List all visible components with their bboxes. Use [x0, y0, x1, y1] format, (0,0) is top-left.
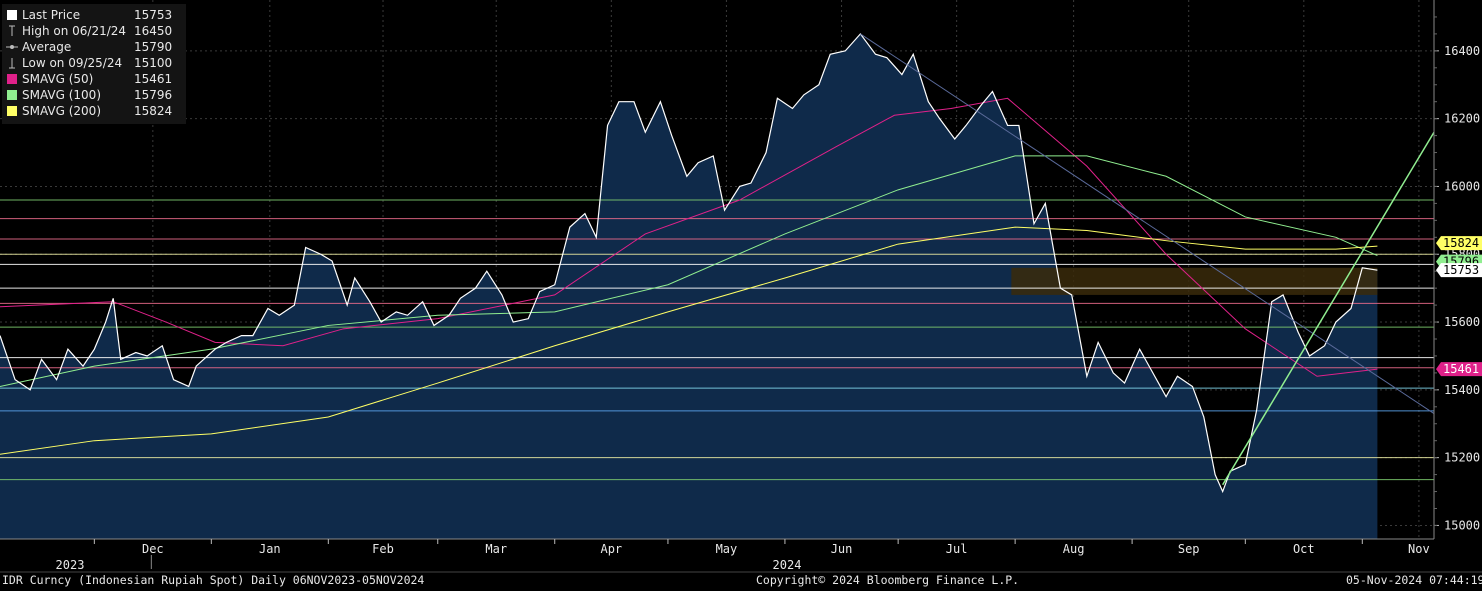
axis-tag-box [1436, 263, 1482, 278]
legend-label: Low on 09/25/24 [22, 56, 123, 70]
average-marker-icon [6, 42, 18, 52]
x-tick-label: Oct [1293, 542, 1315, 556]
legend-value: 15100 [134, 56, 173, 70]
x-tick-label: Jan [259, 542, 281, 556]
axis-tag-label: 15753 [1443, 263, 1479, 277]
legend-item-high: High on 06/21/24 16450 [6, 23, 186, 39]
white-square-icon [6, 10, 18, 20]
legend-value: 15790 [134, 40, 173, 54]
legend-label: SMAVG (50) [22, 72, 94, 86]
y-tick-label: 16400 [1444, 44, 1480, 58]
legend-value: 15824 [134, 104, 173, 118]
x-tick-label: May [716, 542, 738, 556]
y-tick-label: 15400 [1444, 383, 1480, 397]
yellow-square-icon [6, 106, 18, 116]
footer-timestamp: 05-Nov-2024 07:44:19 [1346, 573, 1482, 587]
x-tick-label: Nov [1408, 542, 1430, 556]
legend-label: Last Price [22, 8, 81, 22]
legend-item-sma50: SMAVG (50) 15461 [6, 71, 186, 87]
low-marker-icon [6, 57, 18, 69]
resistance-trendline [860, 33, 1435, 414]
axis-tag: 15461 [1436, 362, 1482, 377]
x-tick-label: Mar [485, 542, 507, 556]
chart-legend: Last Price 15753 High on 06/21/24 16450 … [2, 4, 186, 124]
x-tick-label: Dec [142, 542, 164, 556]
x-tick-label: Feb [372, 542, 394, 556]
support-trendline [1222, 131, 1435, 486]
axis-tag-label: 15824 [1443, 236, 1479, 250]
price-line [0, 32, 1378, 494]
axis-tag: 15753 [1436, 263, 1482, 278]
legend-label: Average [22, 40, 72, 54]
y-tick-label: 15200 [1444, 451, 1480, 465]
x-tick-label: Jun [831, 542, 853, 556]
sma-200-line [0, 226, 1378, 455]
legend-item-low: Low on 09/25/24 15100 [6, 55, 186, 71]
legend-item-last-price: Last Price 15753 [6, 7, 186, 23]
axis-tag: 15824 [1436, 236, 1482, 251]
year-label: 2023 [56, 558, 85, 572]
y-tick-label: 16000 [1444, 179, 1480, 193]
sma-100-line [0, 155, 1378, 387]
x-tick-label: Aug [1063, 542, 1085, 556]
footer-security-info: IDR Curncy (Indonesian Rupiah Spot) Dail… [2, 573, 425, 587]
footer-copyright: Copyright© 2024 Bloomberg Finance L.P. [756, 573, 1020, 587]
y-tick-label: 15600 [1444, 315, 1480, 329]
y-tick-label: 15000 [1444, 518, 1480, 532]
legend-value: 15753 [134, 8, 173, 22]
x-tick-label: Sep [1178, 542, 1200, 556]
legend-label: SMAVG (100) [22, 88, 102, 102]
legend-label: High on 06/21/24 [22, 24, 127, 38]
legend-value: 15796 [134, 88, 173, 102]
price-area-fill [0, 33, 1378, 539]
axis-tag-box [1436, 362, 1482, 377]
legend-item-average: Average 15790 [6, 39, 186, 55]
sma-50-line [0, 97, 1378, 377]
year-label: 2024 [773, 558, 802, 572]
green-square-icon [6, 90, 18, 100]
y-tick-label: 16200 [1444, 112, 1480, 126]
high-marker-icon [6, 25, 18, 37]
x-axis-panel [0, 539, 1482, 591]
axis-tag-box [1436, 236, 1482, 251]
legend-label: SMAVG (200) [22, 104, 102, 118]
legend-value: 15461 [134, 72, 173, 86]
legend-value: 16450 [134, 24, 173, 38]
x-tick-label: Jul [946, 542, 968, 556]
legend-item-sma100: SMAVG (100) 15796 [6, 87, 186, 103]
axis-tag-label: 15461 [1443, 362, 1479, 376]
magenta-square-icon [6, 74, 18, 84]
x-tick-label: Apr [600, 542, 622, 556]
legend-item-sma200: SMAVG (200) 15824 [6, 103, 186, 119]
